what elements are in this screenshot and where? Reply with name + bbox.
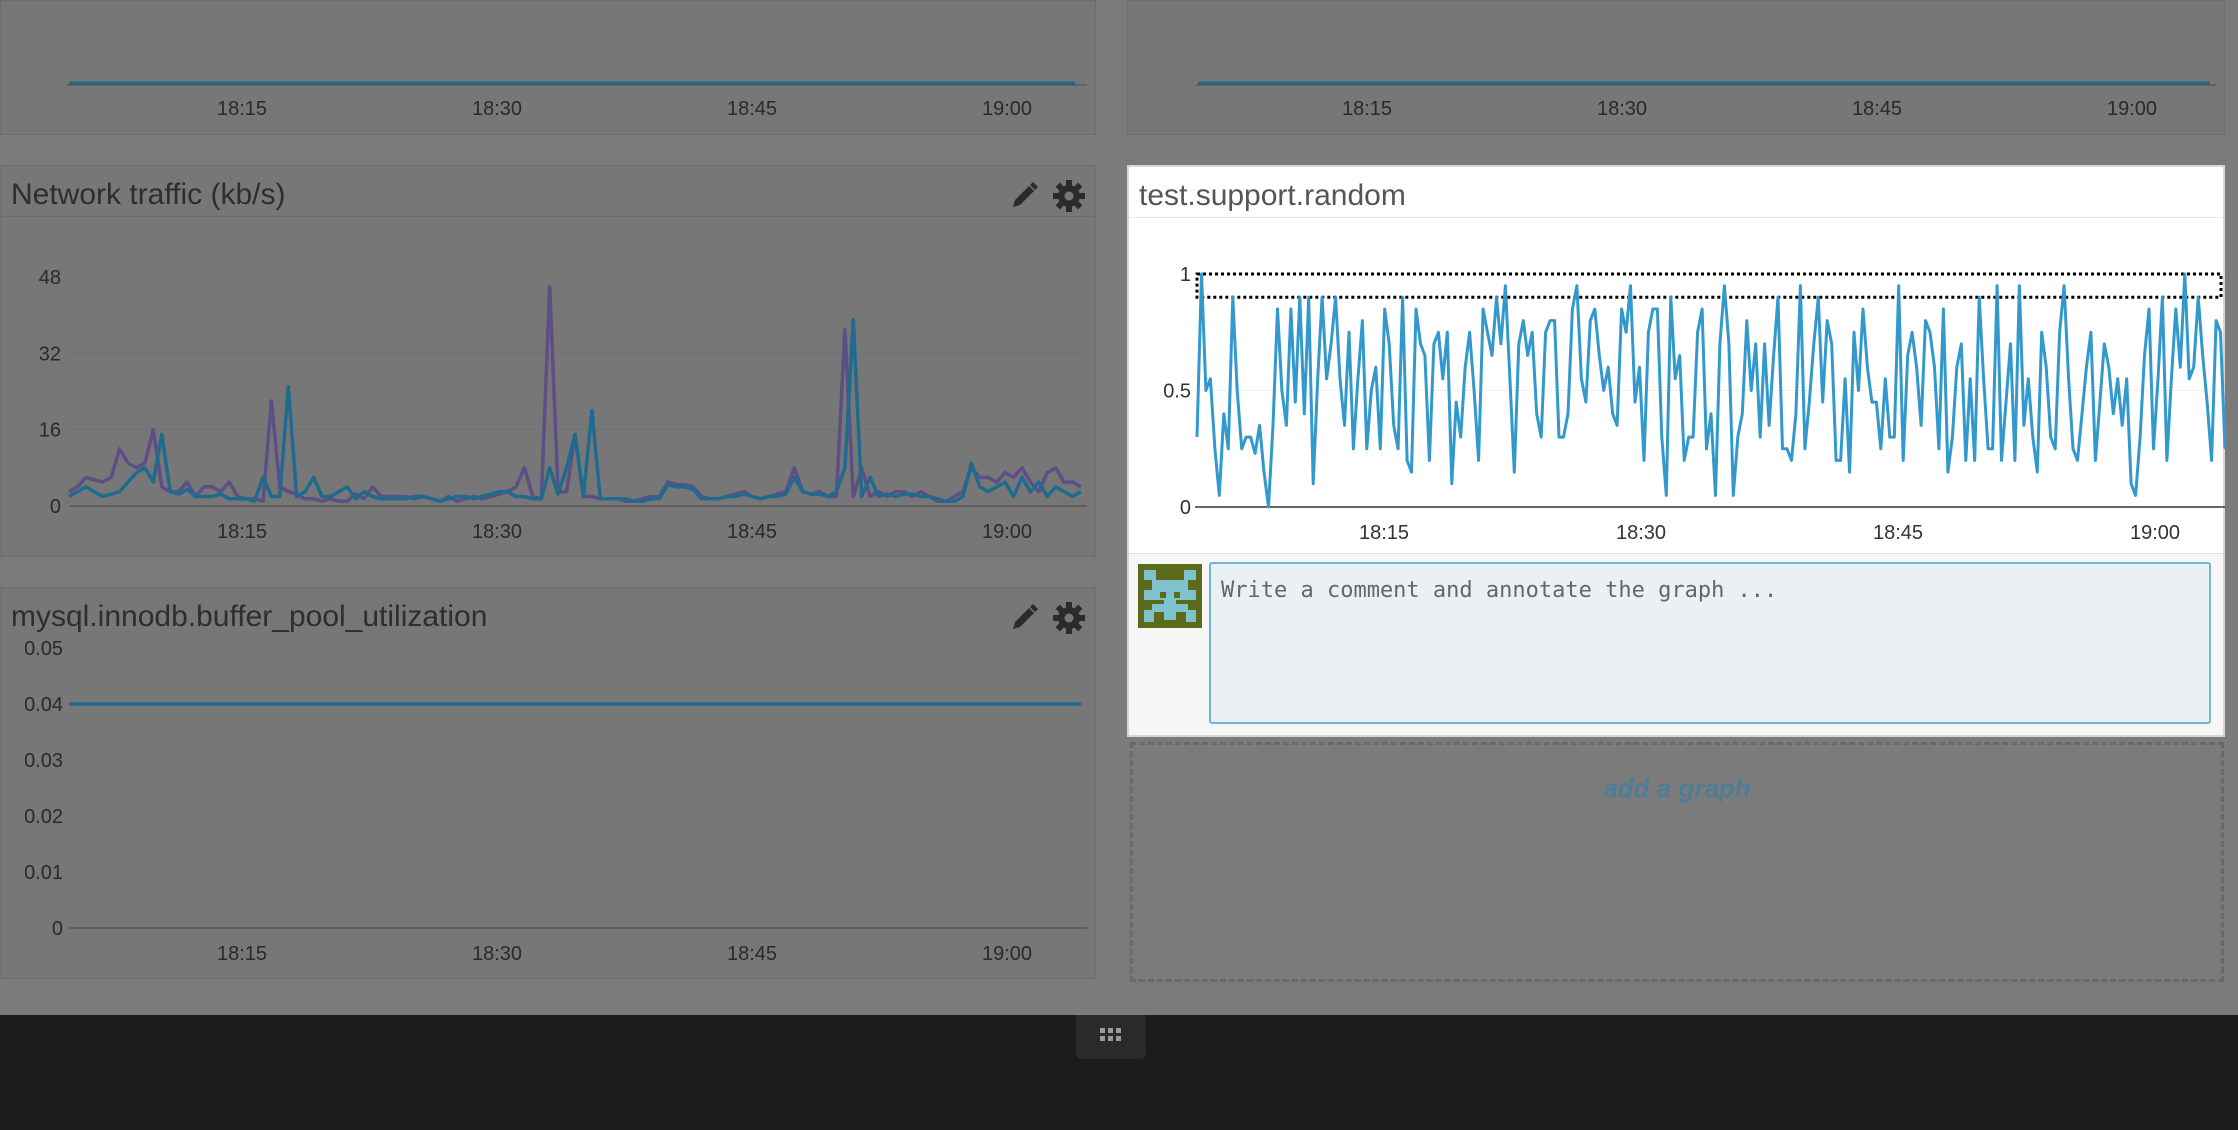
x-tick-label: 18:15 — [1359, 522, 1409, 544]
avatar — [1138, 564, 1202, 628]
series-line — [68, 284, 1082, 503]
pencil-icon[interactable] — [1007, 601, 1041, 635]
x-tick-label: 18:15 — [217, 943, 267, 965]
x-tick-label: 19:00 — [982, 521, 1032, 543]
x-tick-label: 18:30 — [1597, 98, 1647, 120]
panel-header-divider — [1, 216, 1095, 217]
y-tick-label: 0.03 — [24, 750, 63, 772]
panel-title: test.support.random — [1139, 179, 1406, 212]
x-tick-label: 18:15 — [1342, 98, 1392, 120]
y-tick-label: 0.02 — [24, 806, 63, 828]
x-tick-label: 18:30 — [472, 521, 522, 543]
x-tick-label: 19:00 — [982, 943, 1032, 965]
y-tick-label: 0 — [50, 496, 61, 518]
panel-header-divider — [1129, 217, 2223, 218]
mysql-buffer-pool-panel: mysql.innodb.buffer_pool_utilization 0.0… — [0, 587, 1096, 979]
focused-graph-panel: test.support.random 1 0.5 0 18:15 18:30 18:45… — [1127, 165, 2227, 737]
y-tick-label: 0 — [1180, 497, 1191, 519]
series-line — [1195, 272, 2227, 509]
gear-icon[interactable] — [1052, 601, 1086, 635]
y-tick-label: 0.5 — [1163, 381, 1191, 403]
network-traffic-panel: Network traffic (kb/s) 48 32 16 0 18:15 18:30… — [0, 165, 1096, 557]
add-graph-link[interactable]: add a graph — [1603, 773, 1751, 803]
top-right-chart: 18:15 18:30 18:45 19:00 — [1196, 81, 2216, 120]
gear-icon[interactable] — [1052, 179, 1086, 213]
x-tick-label: 18:15 — [217, 521, 267, 543]
x-tick-label: 18:45 — [727, 521, 777, 543]
y-tick-label: 0.05 — [24, 638, 63, 660]
x-tick-label: 19:00 — [2130, 522, 2180, 544]
comment-area — [1129, 553, 2223, 735]
y-tick-label: 0 — [52, 918, 63, 940]
x-tick-label: 18:30 — [1616, 522, 1666, 544]
x-tick-label: 18:45 — [1873, 522, 1923, 544]
y-tick-label: 16 — [39, 420, 61, 442]
top-left-chart: 18:15 18:30 18:45 19:00 — [67, 81, 1087, 120]
mysql-chart: 0.05 0.04 0.03 0.02 0.01 0 18:15 18:30 18:45 19:0… — [24, 638, 1087, 965]
x-tick-label: 18:45 — [727, 98, 777, 120]
test-support-random-chart[interactable]: 1 0.5 0 18:15 18:30 18:45 19:00 — [1129, 167, 2227, 553]
network-traffic-chart: 48 32 16 0 18:15 18:30 18:45 19:00 — [39, 267, 1087, 543]
top-right-graph-panel: 18:15 18:30 18:45 19:00 — [1127, 0, 2225, 135]
pencil-icon[interactable] — [1007, 179, 1041, 213]
x-tick-label: 18:30 — [472, 98, 522, 120]
x-tick-label: 18:15 — [217, 98, 267, 120]
annotation-selection — [1195, 272, 2223, 299]
panel-title: Network traffic (kb/s) — [11, 178, 286, 211]
panel-title: mysql.innodb.buffer_pool_utilization — [11, 600, 488, 633]
add-graph-dropzone[interactable]: add a graph — [1130, 742, 2224, 982]
y-tick-label: 0.01 — [24, 862, 63, 884]
x-tick-label: 18:45 — [727, 943, 777, 965]
y-tick-label: 0.04 — [24, 694, 63, 716]
series-line — [68, 318, 1082, 503]
comment-input[interactable] — [1209, 562, 2211, 724]
y-tick-label: 32 — [39, 343, 61, 365]
x-tick-label: 19:00 — [2107, 98, 2157, 120]
y-tick-label: 1 — [1180, 264, 1191, 286]
y-tick-label: 48 — [39, 267, 61, 289]
x-tick-label: 18:45 — [1852, 98, 1902, 120]
x-tick-label: 19:00 — [982, 98, 1032, 120]
top-left-graph-panel: 18:15 18:30 18:45 19:00 — [0, 0, 1096, 135]
grid-dots-icon[interactable] — [1076, 1015, 1146, 1059]
x-tick-label: 18:30 — [472, 943, 522, 965]
